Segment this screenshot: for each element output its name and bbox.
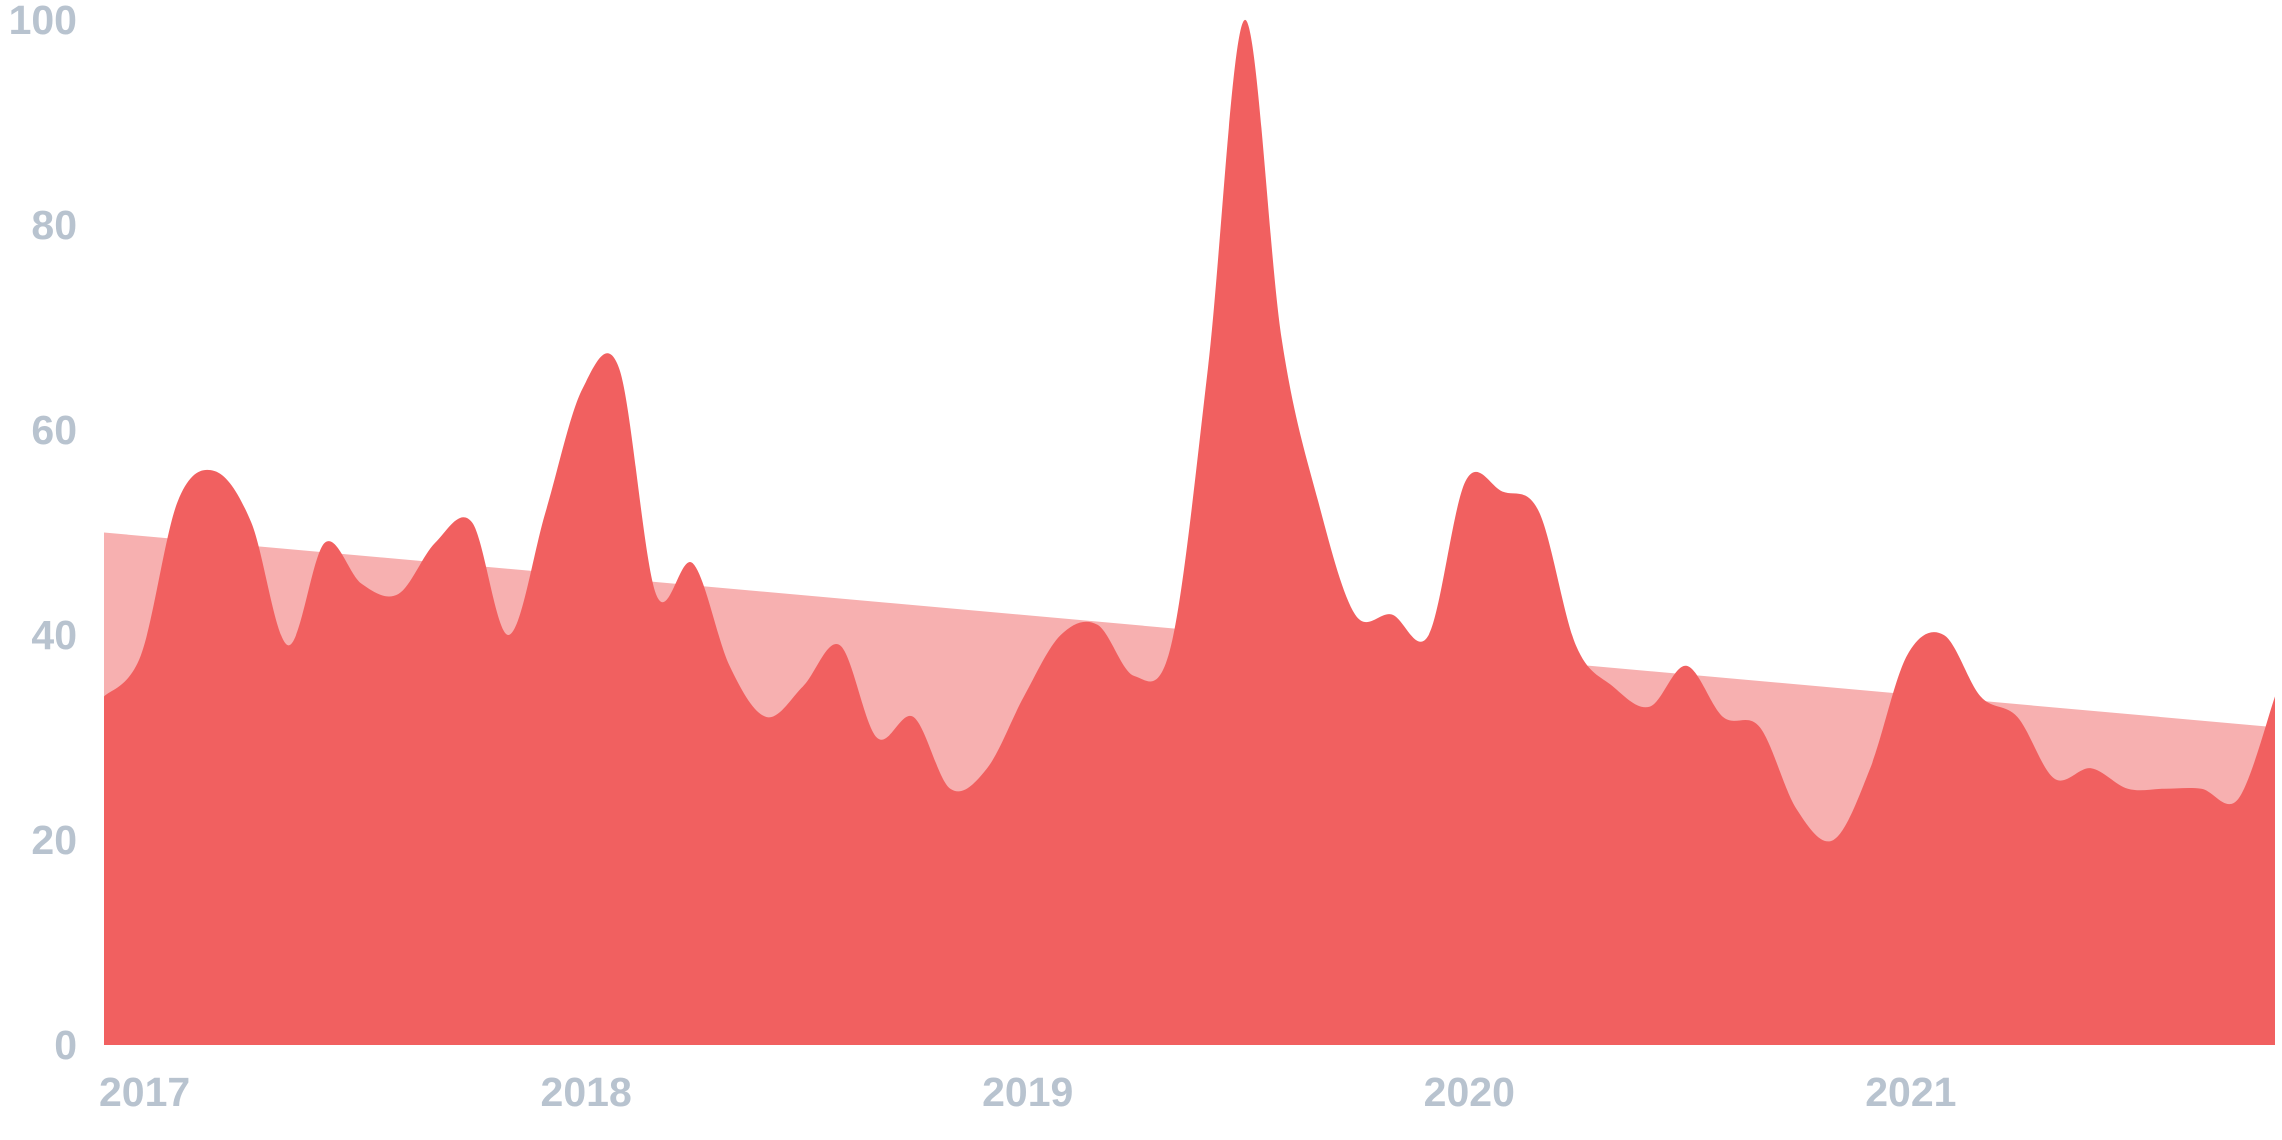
x-tick-label-2019: 2019	[982, 1069, 1073, 1115]
series-layer	[104, 19, 2275, 1045]
x-tick-label-2017: 2017	[99, 1069, 190, 1115]
x-axis: 2017 2018 2019 2020 2021	[99, 1069, 1956, 1115]
x-tick-label-2021: 2021	[1865, 1069, 1956, 1115]
y-tick-label-100: 100	[9, 0, 77, 43]
x-tick-label-2020: 2020	[1424, 1069, 1515, 1115]
y-tick-label-80: 80	[31, 202, 77, 248]
series-area	[104, 19, 2275, 1045]
y-tick-label-0: 0	[54, 1022, 77, 1068]
y-axis: 0 20 40 60 80 100	[9, 0, 77, 1068]
y-tick-label-20: 20	[31, 817, 77, 863]
y-tick-label-40: 40	[31, 612, 77, 658]
x-tick-label-2018: 2018	[541, 1069, 632, 1115]
y-tick-label-60: 60	[31, 407, 77, 453]
